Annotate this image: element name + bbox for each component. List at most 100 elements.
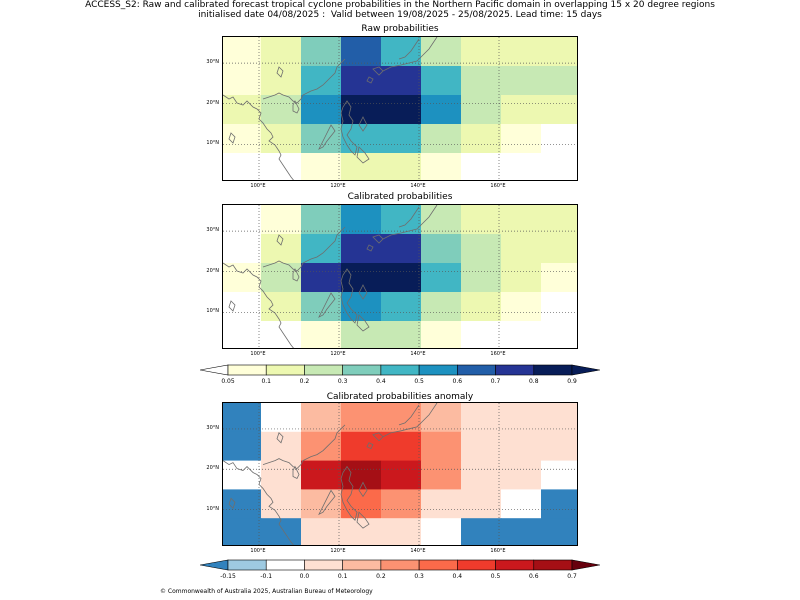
grid-cell xyxy=(381,205,422,235)
coastline xyxy=(228,497,236,510)
coastline xyxy=(276,432,284,444)
coastline xyxy=(366,442,374,450)
colorbar-tick-label: 0.7 xyxy=(490,378,501,385)
latitude-tick-label: 10°N xyxy=(206,505,219,512)
grid-cell xyxy=(261,263,302,293)
grid-cell xyxy=(301,518,342,545)
grid-cell xyxy=(421,66,462,96)
grid-cell xyxy=(381,292,422,322)
coastline xyxy=(366,244,374,252)
grid-cell xyxy=(421,460,462,490)
coastline xyxy=(306,226,346,262)
grid-cell xyxy=(501,153,542,180)
figure-title-line-1: ACCESS_S2: Raw and calibrated forecast t… xyxy=(85,0,715,10)
colorbar-segment xyxy=(304,559,343,571)
grid-cell xyxy=(381,518,422,545)
grid-cell xyxy=(261,37,302,67)
panel-title-raw: Raw probabilities xyxy=(361,24,439,34)
grid-cell xyxy=(301,37,342,67)
longitude-tick-label: 140°E xyxy=(410,548,426,554)
grid-cell xyxy=(381,460,422,490)
grid-cell xyxy=(301,205,342,235)
colorbar-segment xyxy=(227,559,267,571)
coastline xyxy=(262,92,308,104)
coastline xyxy=(340,268,358,324)
coastline xyxy=(228,300,236,312)
grid-cell xyxy=(541,489,577,519)
coastline xyxy=(306,424,346,459)
grid-cell xyxy=(381,37,422,67)
grid-cell xyxy=(501,263,542,293)
latitude-tick-label: 10°N xyxy=(206,308,219,315)
grid-cell xyxy=(541,403,577,433)
coastline xyxy=(223,262,294,348)
grid-cell xyxy=(421,403,462,433)
colorbar-over-arrow xyxy=(571,364,600,376)
calibrated-probabilities-map xyxy=(222,204,578,349)
latitude-tick-label: 20°N xyxy=(206,99,219,106)
grid-cell xyxy=(341,321,382,348)
longitude-tick-label: 100°E xyxy=(250,548,266,554)
grid-cell xyxy=(381,234,422,264)
grid-cell xyxy=(223,403,262,433)
latitude-tick-label: 10°N xyxy=(206,140,219,147)
grid-cell xyxy=(461,66,502,96)
coastline xyxy=(398,404,420,426)
colorbar-segment xyxy=(495,559,535,571)
grid-cell xyxy=(501,66,542,96)
grid-cell xyxy=(461,489,502,519)
coastline xyxy=(398,206,420,228)
grid-cell xyxy=(461,403,502,433)
grid-cell xyxy=(301,66,342,96)
grid-cell xyxy=(381,321,422,348)
grid-cell xyxy=(301,292,342,322)
grid-cell xyxy=(381,263,422,293)
grid-cell xyxy=(541,37,577,67)
grid-cell xyxy=(421,321,462,348)
grid-cell xyxy=(381,124,422,154)
longitude-tick-label: 160°E xyxy=(490,351,506,357)
grid-cell xyxy=(421,234,462,264)
grid-cell xyxy=(261,321,302,348)
coastline xyxy=(306,58,346,94)
colorbar-segment xyxy=(265,364,305,376)
longitude-tick-label: 140°E xyxy=(410,351,426,357)
colorbar-segment xyxy=(418,559,458,571)
colorbar-tick-label: 0.1 xyxy=(337,573,348,580)
colorbar-tick-label: 0.3 xyxy=(337,378,348,385)
grid-cell xyxy=(461,205,502,235)
coastline xyxy=(356,314,370,332)
colorbar-segment xyxy=(304,364,343,376)
coastline xyxy=(223,94,294,180)
grid-cell xyxy=(421,263,462,293)
grid-cell xyxy=(381,95,422,125)
grid-cell xyxy=(261,292,302,322)
grid-cell xyxy=(541,292,577,322)
grid-cell xyxy=(261,66,302,96)
anomaly-map xyxy=(222,402,578,546)
coastline xyxy=(276,234,284,246)
colorbar-segment xyxy=(380,364,420,376)
grid-cell xyxy=(421,292,462,322)
grid-cell xyxy=(341,153,382,180)
grid-cell xyxy=(461,431,502,462)
grid-cell xyxy=(421,37,462,67)
grid-cell xyxy=(461,518,502,545)
coastline xyxy=(356,511,370,529)
coastline xyxy=(262,458,308,470)
colorbar-tick-label: 0.4 xyxy=(452,573,463,580)
grid-cell xyxy=(461,263,502,293)
coastline xyxy=(262,260,308,272)
coastline xyxy=(292,268,300,282)
colorbar-tick-label: 0.2 xyxy=(376,573,386,580)
grid-cell xyxy=(223,37,262,67)
colorbar-segment xyxy=(495,364,535,376)
map-svg xyxy=(223,37,577,180)
grid-cell xyxy=(461,321,502,348)
grid-cell xyxy=(261,124,302,154)
colorbar-tick-label: 0.6 xyxy=(528,573,539,580)
colorbar-tick-label: 0.1 xyxy=(261,378,271,385)
grid-cell xyxy=(541,124,577,154)
grid-cell xyxy=(301,124,342,154)
grid-cell xyxy=(301,460,342,490)
